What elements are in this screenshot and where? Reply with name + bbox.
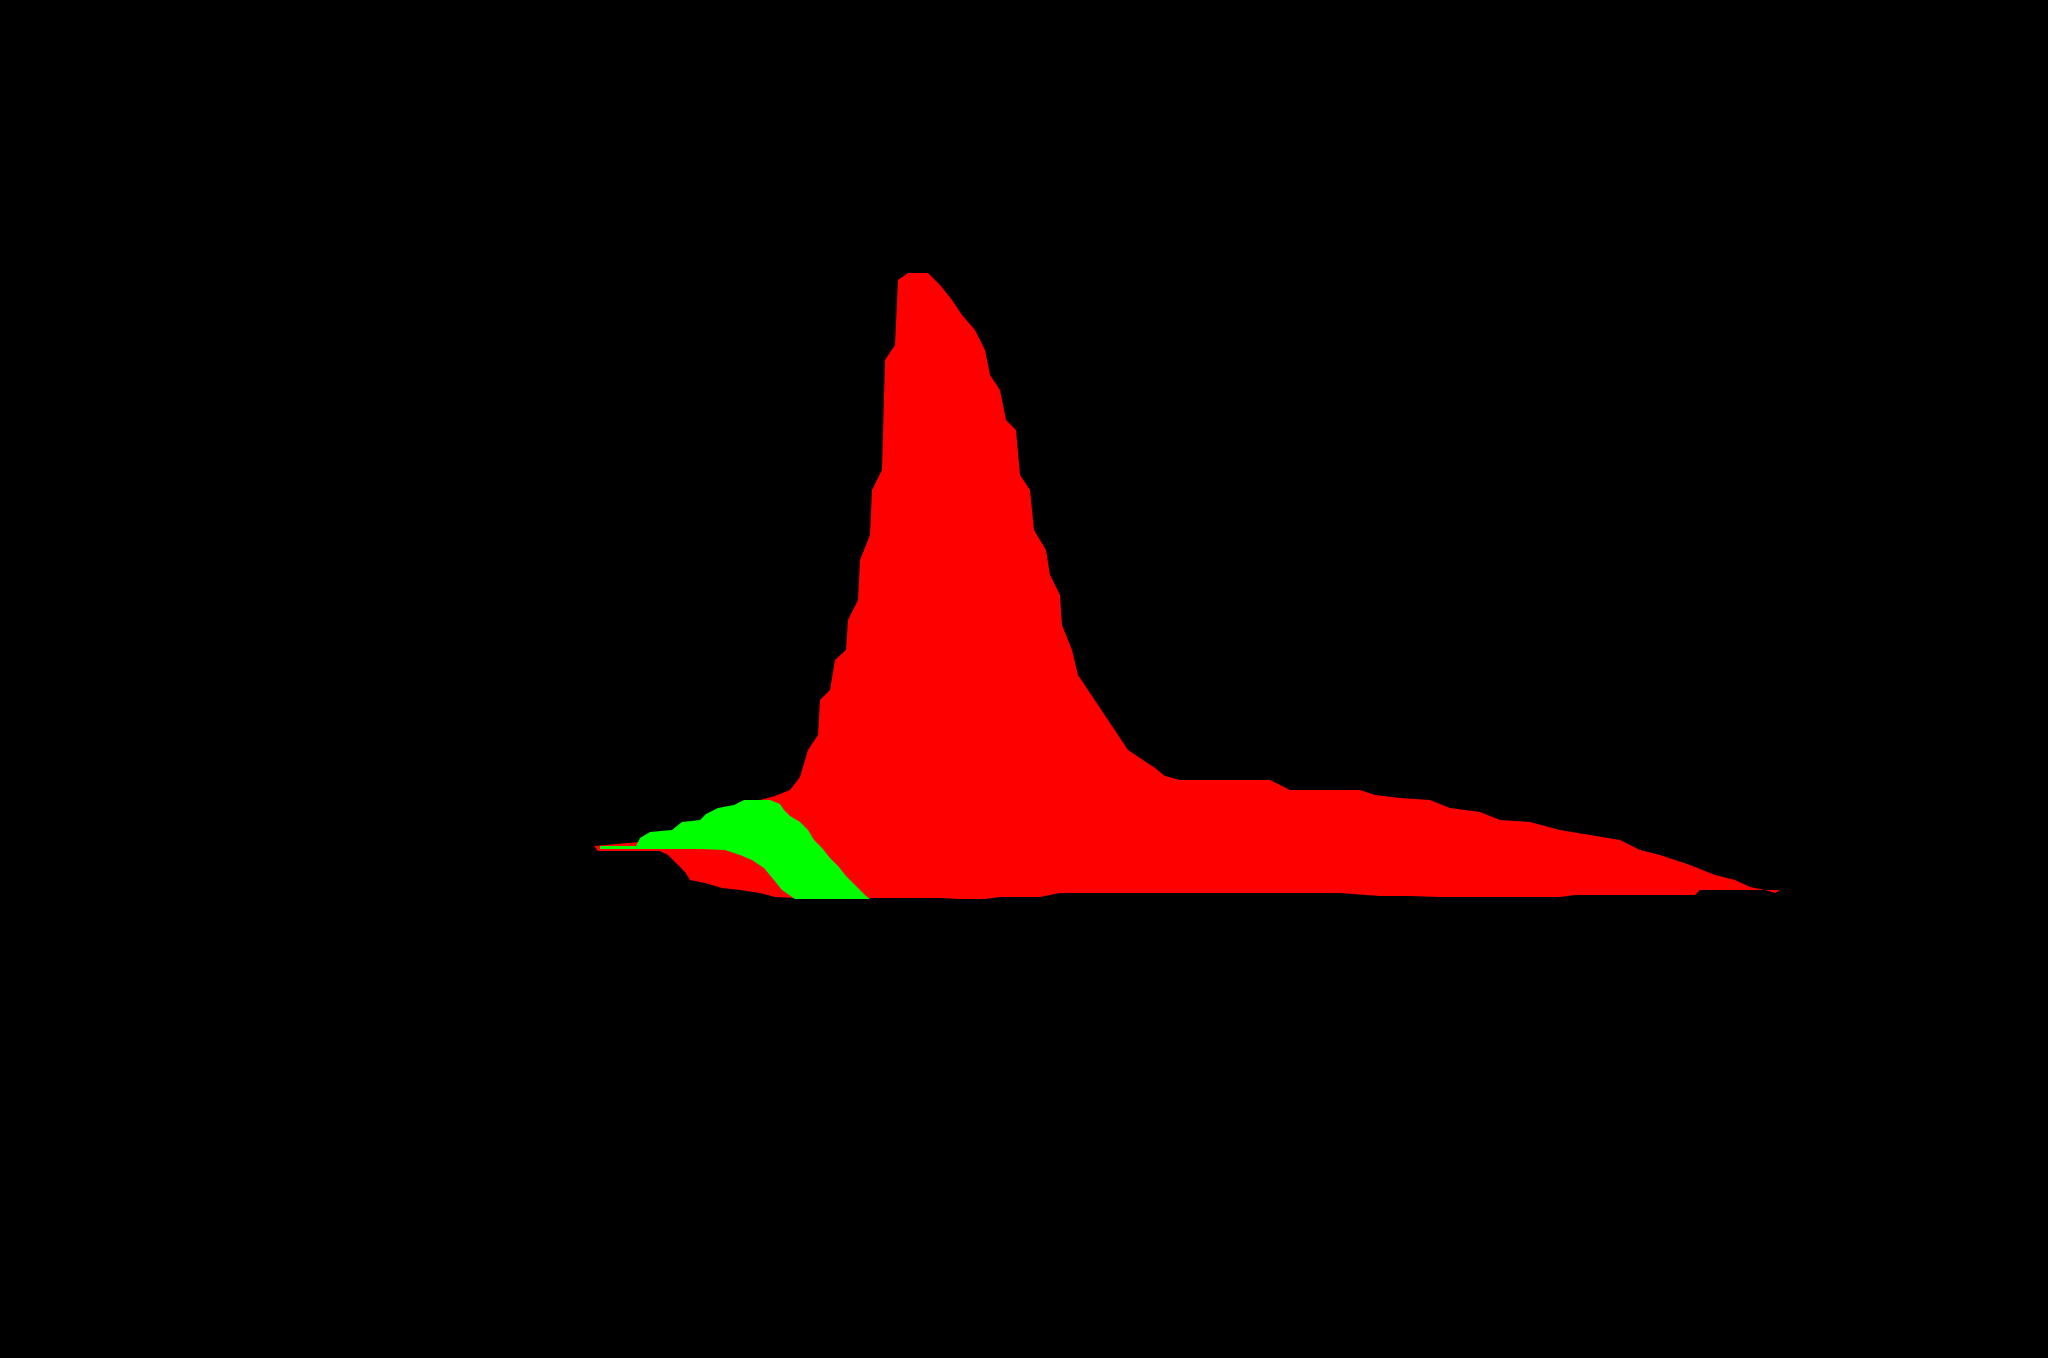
green-region (600, 800, 870, 899)
red-region (594, 273, 1780, 899)
